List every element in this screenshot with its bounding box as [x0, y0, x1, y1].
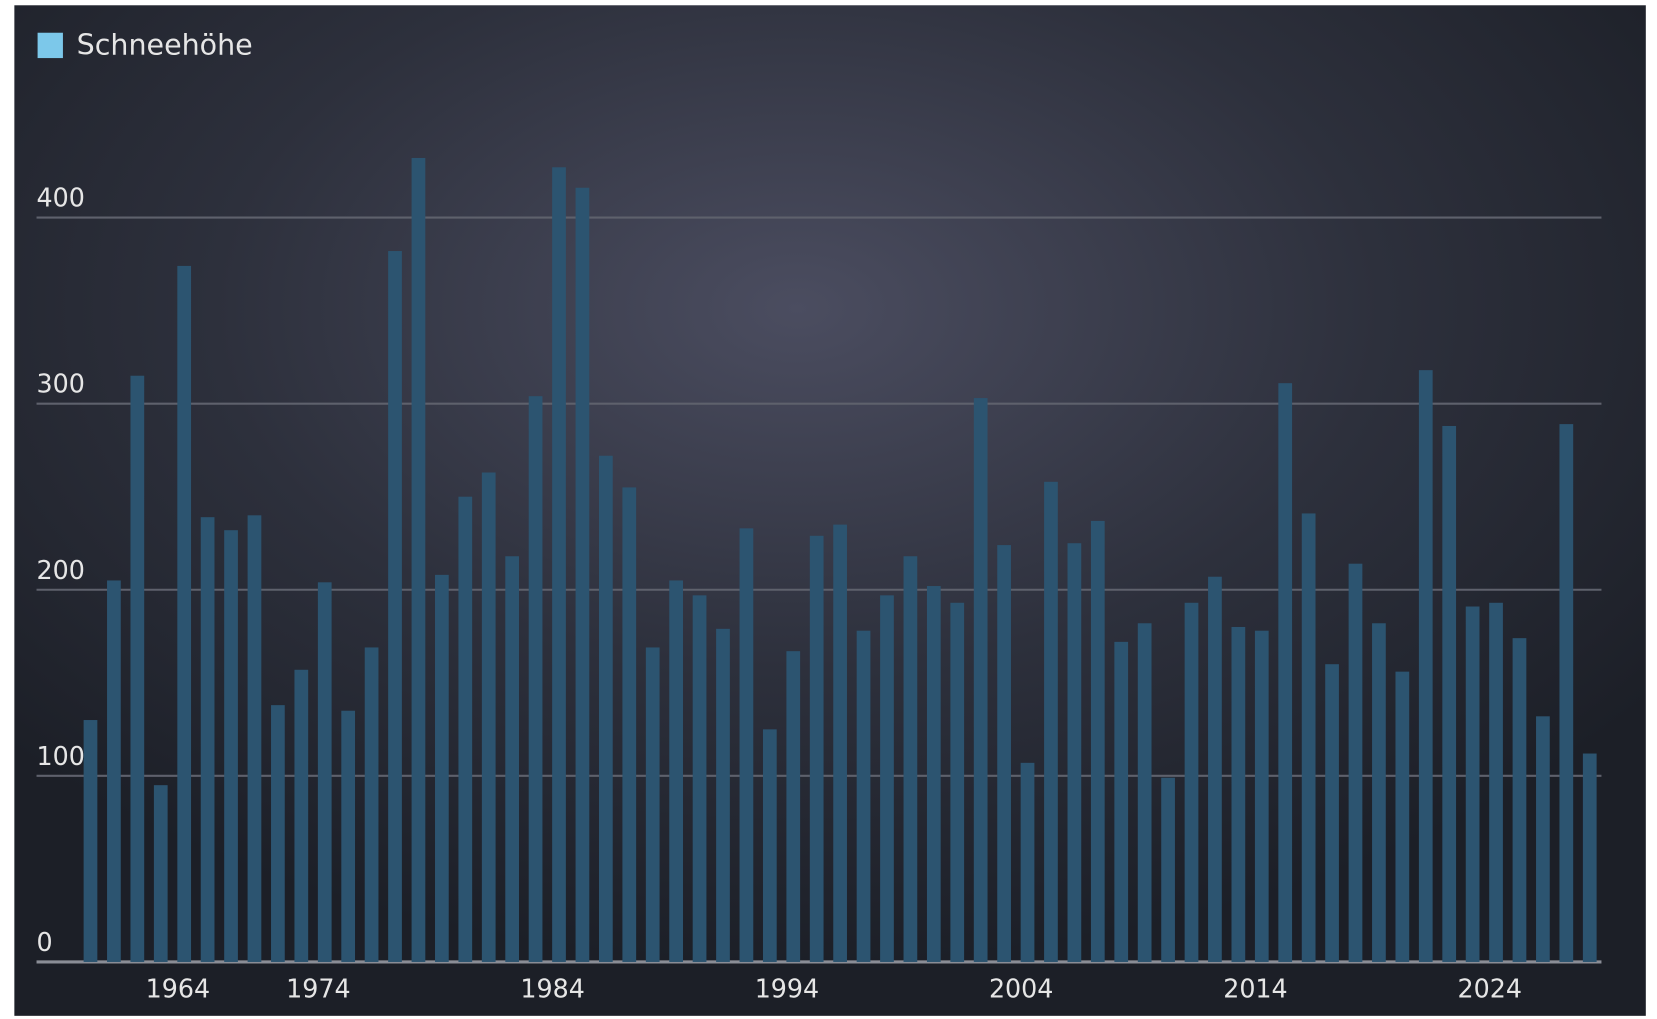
x-tick-label: 1964 [146, 973, 210, 1003]
bar [224, 530, 238, 962]
y-tick-label: 400 [37, 183, 85, 213]
bar [1489, 602, 1503, 962]
bar [1325, 664, 1339, 962]
x-tick-label: 2004 [989, 973, 1053, 1003]
bar [1512, 638, 1527, 962]
bar [622, 487, 637, 962]
bar [435, 574, 449, 962]
bar [1044, 481, 1058, 962]
bar [645, 647, 660, 962]
plot-area: 1964 1974 1984 1994 2004 2014 2024 0 100 200 300 40… [37, 157, 1602, 1003]
bar [552, 167, 566, 962]
bar [809, 535, 824, 962]
bar [177, 265, 192, 962]
bar [762, 729, 777, 962]
legend-swatch [37, 32, 63, 59]
bar [716, 628, 730, 962]
bar [481, 472, 496, 962]
bar [1536, 716, 1550, 962]
bar [1090, 520, 1105, 962]
bar [950, 602, 965, 962]
bar [1161, 777, 1175, 962]
x-tick-label: 2014 [1223, 973, 1287, 1003]
bar [669, 580, 683, 962]
bar [786, 651, 801, 962]
legend-label: Schneehöhe [77, 28, 253, 61]
bar [364, 647, 379, 962]
bar [833, 524, 847, 962]
y-tick-label: 200 [37, 555, 85, 585]
bar [598, 455, 613, 962]
bar [200, 517, 215, 962]
bar [856, 630, 871, 962]
bar [271, 705, 285, 962]
bar [1278, 383, 1293, 962]
bar [1254, 630, 1269, 962]
x-tick-label: 1984 [520, 973, 584, 1003]
bar [880, 595, 894, 962]
bar [1184, 602, 1199, 962]
bar [411, 157, 426, 962]
bar [1582, 753, 1597, 962]
bar [317, 582, 332, 962]
bar [1559, 424, 1574, 962]
y-tick-label: 0 [37, 927, 53, 957]
y-tick-label: 300 [37, 369, 85, 399]
bar [903, 556, 918, 962]
bar [1395, 671, 1410, 962]
bar [1067, 543, 1082, 962]
bar [973, 398, 988, 962]
bar [692, 595, 707, 962]
bar [1372, 623, 1386, 962]
bar [1020, 762, 1035, 962]
bar [1418, 370, 1433, 962]
bar [247, 515, 262, 962]
bar [1231, 626, 1246, 962]
y-tick-label: 100 [37, 741, 85, 771]
bar [294, 669, 309, 962]
bar [1442, 425, 1457, 962]
bar [528, 396, 543, 962]
bar [1208, 576, 1222, 962]
bar [997, 545, 1011, 962]
bar [1465, 606, 1480, 962]
bar [739, 528, 754, 962]
bar [458, 496, 473, 962]
bar [153, 785, 168, 962]
bar [130, 375, 145, 962]
bar [505, 556, 520, 962]
bar [1137, 623, 1152, 962]
bar [388, 251, 402, 962]
bar [341, 710, 356, 962]
bar [1348, 563, 1363, 962]
bar [83, 720, 98, 962]
x-tick-label: 1974 [286, 973, 350, 1003]
x-tick-label: 1994 [755, 973, 819, 1003]
x-tick-label: 2024 [1457, 973, 1521, 1003]
bar [107, 580, 121, 962]
bar [1114, 641, 1129, 962]
bar [1301, 513, 1316, 962]
bar [575, 187, 590, 962]
bar [926, 586, 941, 962]
